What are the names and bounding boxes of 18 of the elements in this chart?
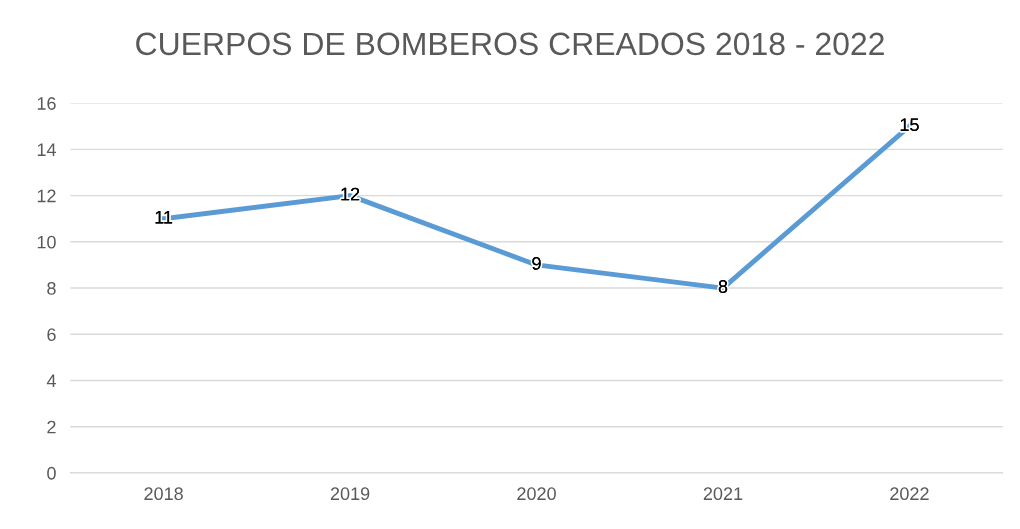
y-tick-label: 8	[47, 281, 56, 295]
data-label: 15	[900, 118, 919, 132]
chart-title: CUERPOS DE BOMBEROS CREADOS 2018 - 2022	[136, 32, 884, 56]
y-tick-label: 0	[47, 466, 56, 480]
data-label: 11	[155, 210, 173, 224]
y-tick-label: 14	[37, 143, 56, 156]
x-tick-label: 2021	[703, 487, 743, 501]
x-tick-label: 2020	[517, 487, 556, 501]
y-tick-label: 2	[47, 420, 56, 434]
data-label: 12	[341, 187, 360, 201]
x-tick-label: 2022	[890, 487, 929, 501]
y-tick-label: 6	[47, 328, 56, 341]
y-tick-label: 4	[46, 374, 56, 388]
y-tick-label: 16	[37, 97, 56, 110]
x-tick-label: 2018	[144, 487, 183, 501]
x-tick-label: 2019	[330, 487, 370, 501]
y-tick-label: 12	[37, 189, 56, 203]
y-tick-label: 10	[37, 235, 56, 249]
